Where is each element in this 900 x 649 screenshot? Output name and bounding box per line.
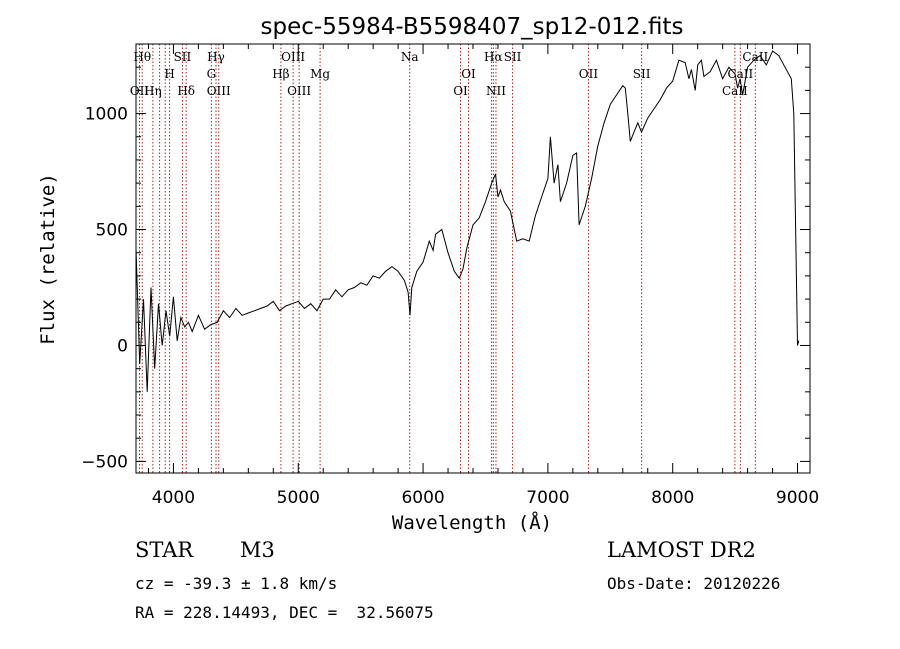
y-tick-label: −500	[81, 452, 128, 472]
subclass-label: M3	[240, 538, 275, 562]
line-label: Mg	[310, 67, 330, 81]
line-label: Hδ	[177, 84, 195, 98]
emission-line-markers	[138, 44, 756, 473]
line-label: G	[207, 67, 217, 81]
y-axis-ticks: −500 0 500 1000	[81, 43, 810, 472]
plot-frame	[135, 43, 811, 474]
chart-title: spec-55984-B5598407_sp12-012.fits	[261, 14, 684, 40]
line-label: H	[164, 67, 174, 81]
y-axis-label: Flux (relative)	[37, 173, 59, 345]
line-label: CaII	[742, 50, 768, 64]
y-tick-label: 500	[96, 221, 128, 241]
line-label: Hα	[484, 50, 503, 64]
y-tick-label: 0	[117, 336, 128, 356]
line-label: Hγ	[207, 50, 225, 64]
line-label: OIII	[207, 84, 231, 98]
x-tick-label: 5000	[277, 488, 320, 508]
spectrum-line	[135, 50, 800, 392]
line-label: Na	[401, 50, 419, 64]
line-label: Hθ	[133, 50, 151, 64]
line-label: SII	[174, 50, 192, 64]
x-tick-label: 6000	[401, 488, 444, 508]
line-label: OIII	[281, 50, 305, 64]
survey-label: LAMOST DR2	[607, 538, 756, 562]
line-label: OIII	[287, 84, 311, 98]
redshift-value: cz = -39.3 ± 1.8 km/s	[135, 574, 338, 593]
x-axis-label: Wavelength (Å)	[392, 511, 552, 534]
x-tick-label: 8000	[651, 488, 694, 508]
line-label: OII	[579, 67, 599, 81]
line-label: OI	[461, 67, 476, 81]
x-tick-label: 4000	[152, 488, 195, 508]
line-label: Hη	[144, 84, 162, 98]
line-label: Hβ	[272, 67, 289, 81]
class-label: STAR	[135, 538, 194, 562]
coordinates: RA = 228.14493, DEC = 32.56075	[135, 603, 434, 622]
emission-line-labels: HθOIIHηHSIIHδGHγOIIIHβOIIIOIIIMgNaOIOIHα…	[130, 50, 769, 98]
line-label: OI	[453, 84, 468, 98]
line-label: OII	[130, 84, 150, 98]
line-label: SII	[504, 50, 522, 64]
line-label: NII	[486, 84, 506, 98]
line-label: SII	[633, 67, 651, 81]
x-tick-label: 9000	[776, 488, 819, 508]
y-tick-label: 1000	[85, 105, 128, 125]
obs-date: Obs-Date: 20120226	[607, 574, 781, 593]
x-tick-label: 7000	[526, 488, 569, 508]
x-axis-ticks: 4000 5000 6000 7000 8000 9000	[147, 44, 819, 508]
